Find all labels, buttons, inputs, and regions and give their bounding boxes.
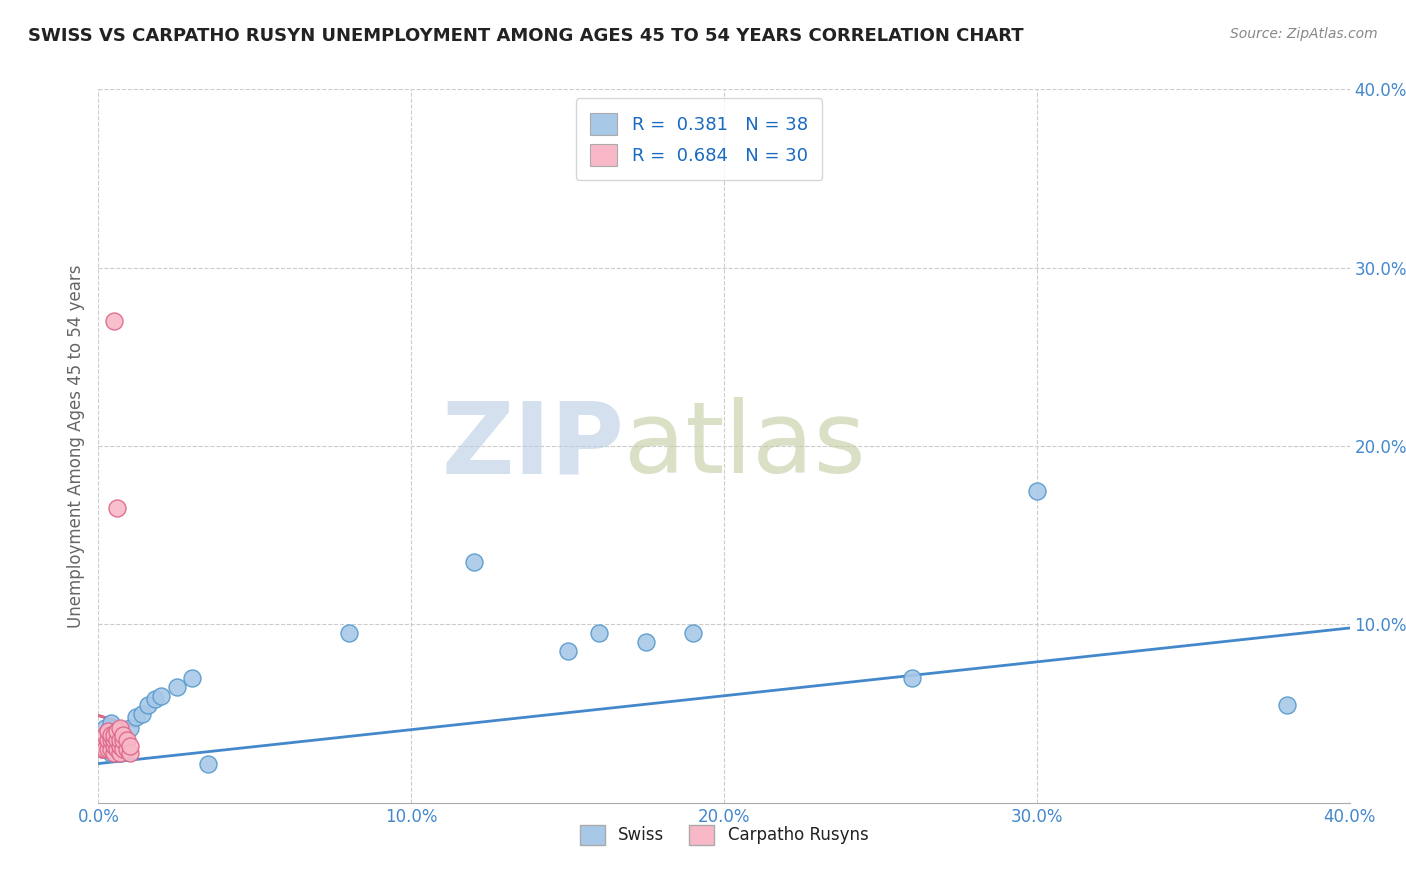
Point	[138, 698, 160, 712]
Point	[103, 733, 125, 747]
Point	[103, 314, 125, 328]
Point	[110, 721, 132, 735]
Point	[103, 728, 125, 742]
Point	[105, 742, 128, 756]
Point	[181, 671, 204, 685]
Point	[100, 715, 122, 730]
Point	[97, 724, 120, 739]
Point	[110, 733, 132, 747]
Legend: Swiss, Carpatho Rusyns: Swiss, Carpatho Rusyns	[574, 818, 875, 852]
Point	[150, 689, 173, 703]
Point	[1026, 483, 1049, 498]
Point	[90, 733, 112, 747]
Y-axis label: Unemployment Among Ages 45 to 54 years: Unemployment Among Ages 45 to 54 years	[66, 264, 84, 628]
Point	[97, 724, 120, 739]
Point	[105, 724, 128, 739]
Point	[103, 728, 125, 742]
Point	[115, 733, 138, 747]
Point	[97, 733, 120, 747]
Point	[103, 733, 125, 747]
Text: ZIP: ZIP	[441, 398, 624, 494]
Point	[112, 733, 135, 747]
Point	[105, 739, 128, 753]
Point	[115, 742, 138, 756]
Text: atlas: atlas	[624, 398, 866, 494]
Point	[682, 626, 704, 640]
Point	[93, 728, 115, 742]
Point	[110, 728, 132, 742]
Point	[557, 644, 579, 658]
Point	[197, 756, 219, 771]
Point	[100, 737, 122, 751]
Point	[97, 733, 120, 747]
Point	[115, 742, 138, 756]
Point	[103, 739, 125, 753]
Point	[93, 739, 115, 753]
Point	[337, 626, 360, 640]
Point	[112, 728, 135, 742]
Point	[105, 733, 128, 747]
Text: Source: ZipAtlas.com: Source: ZipAtlas.com	[1230, 27, 1378, 41]
Point	[1277, 698, 1299, 712]
Point	[100, 728, 122, 742]
Point	[143, 692, 166, 706]
Point	[100, 742, 122, 756]
Point	[118, 721, 141, 735]
Point	[90, 742, 112, 756]
Point	[588, 626, 610, 640]
Point	[93, 728, 115, 742]
Point	[112, 733, 135, 747]
Point	[93, 742, 115, 756]
Point	[90, 742, 112, 756]
Text: SWISS VS CARPATHO RUSYN UNEMPLOYMENT AMONG AGES 45 TO 54 YEARS CORRELATION CHART: SWISS VS CARPATHO RUSYN UNEMPLOYMENT AMO…	[28, 27, 1024, 45]
Point	[93, 721, 115, 735]
Point	[110, 746, 132, 760]
Point	[118, 739, 141, 753]
Point	[100, 733, 122, 747]
Point	[103, 742, 125, 756]
Point	[100, 746, 122, 760]
Point	[166, 680, 188, 694]
Point	[103, 746, 125, 760]
Point	[112, 742, 135, 756]
Point	[110, 739, 132, 753]
Point	[900, 671, 922, 685]
Point	[97, 742, 120, 756]
Point	[118, 746, 141, 760]
Point	[105, 724, 128, 739]
Point	[634, 635, 657, 649]
Point	[97, 742, 120, 756]
Point	[110, 746, 132, 760]
Point	[131, 706, 153, 721]
Point	[463, 555, 485, 569]
Point	[105, 501, 128, 516]
Point	[125, 710, 148, 724]
Point	[90, 733, 112, 747]
